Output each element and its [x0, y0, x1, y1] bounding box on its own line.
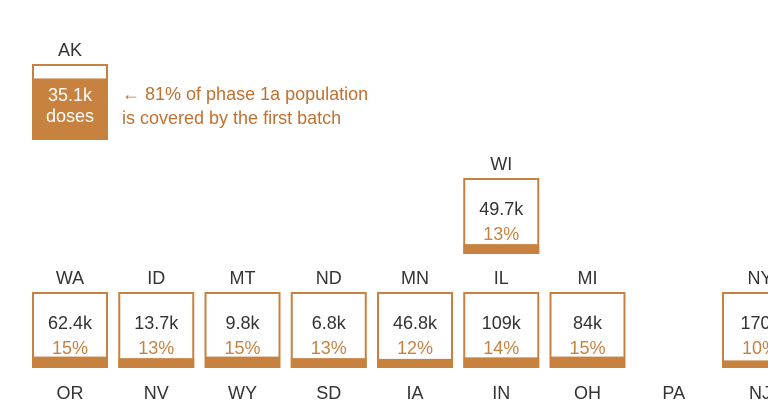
tile-outline — [32, 292, 108, 368]
state-label: MI — [578, 268, 598, 288]
dose-value: 6.8k — [312, 313, 347, 333]
tile-outline — [377, 292, 453, 368]
state-label: SD — [316, 383, 341, 403]
annotation: is covered by the first batch — [122, 108, 341, 128]
coverage-label: 10% — [742, 338, 768, 358]
annotation: ← 81% of phase 1a population — [122, 84, 368, 104]
coverage-bar — [32, 356, 108, 368]
coverage-bar — [377, 358, 453, 368]
coverage-label: 15% — [224, 338, 260, 358]
dose-value: 84k — [573, 313, 603, 333]
dose-value: 49.7k — [479, 199, 524, 219]
state-label: OR — [57, 383, 84, 403]
state-label: NY — [747, 268, 768, 288]
dose-value: 46.8k — [393, 313, 438, 333]
coverage-bar — [463, 357, 540, 368]
state-label: IA — [406, 383, 423, 403]
coverage-label: 13% — [483, 224, 519, 244]
coverage-bar — [549, 356, 626, 368]
dose-value: 109k — [482, 313, 522, 333]
state-label: AK — [58, 40, 82, 60]
state-label: MN — [401, 268, 429, 288]
state-label: ID — [147, 268, 165, 288]
coverage-bar — [118, 358, 195, 368]
dose-value: 9.8k — [225, 313, 260, 333]
state-label: OH — [574, 383, 601, 403]
coverage-bar — [722, 360, 768, 368]
state-label: PA — [662, 383, 685, 403]
coverage-label: 14% — [483, 338, 519, 358]
coverage-label: 15% — [569, 338, 605, 358]
state-label: NJ — [749, 383, 768, 403]
state-label: ND — [316, 268, 342, 288]
coverage-bar — [32, 78, 108, 140]
coverage-label: 12% — [397, 338, 433, 358]
coverage-label: 15% — [52, 338, 88, 358]
coverage-bar — [290, 358, 367, 368]
tile-outline — [549, 292, 626, 368]
tile-outline — [463, 292, 540, 368]
dose-value: 13.7k — [134, 313, 179, 333]
state-label: NV — [144, 383, 169, 403]
state-label: WY — [228, 383, 257, 403]
state-label: IL — [494, 268, 509, 288]
state-label: WI — [490, 154, 512, 174]
tile-outline — [463, 178, 540, 254]
coverage-label: 13% — [138, 338, 174, 358]
dose-unit: doses — [46, 106, 94, 126]
coverage-bar — [463, 244, 540, 254]
dose-value: 170k — [740, 313, 768, 333]
state-label: IN — [492, 383, 510, 403]
state-label: WA — [56, 268, 84, 288]
coverage-bar — [204, 356, 281, 368]
dose-value: 35.1k — [48, 85, 93, 105]
dose-value: 62.4k — [48, 313, 93, 333]
coverage-label: 13% — [311, 338, 347, 358]
state-label: MT — [230, 268, 256, 288]
